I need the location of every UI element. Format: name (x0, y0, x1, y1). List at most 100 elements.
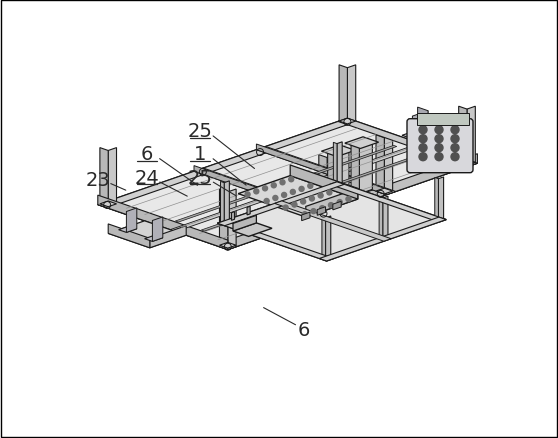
Text: 6: 6 (141, 145, 153, 164)
Circle shape (301, 200, 306, 205)
Polygon shape (220, 182, 224, 225)
Text: 6: 6 (298, 320, 310, 339)
Polygon shape (98, 119, 357, 208)
Polygon shape (218, 221, 334, 261)
Polygon shape (433, 141, 459, 150)
Polygon shape (402, 131, 428, 140)
Circle shape (346, 197, 351, 202)
Polygon shape (376, 135, 384, 194)
Circle shape (435, 127, 443, 134)
Polygon shape (170, 144, 425, 232)
Circle shape (245, 192, 250, 198)
Polygon shape (98, 196, 228, 250)
Polygon shape (201, 155, 423, 232)
Circle shape (435, 145, 443, 152)
Polygon shape (247, 207, 250, 215)
Circle shape (280, 180, 285, 185)
Polygon shape (98, 202, 237, 250)
Polygon shape (328, 152, 336, 202)
Text: 24: 24 (134, 168, 159, 187)
Text: 25: 25 (187, 168, 212, 187)
Polygon shape (435, 178, 439, 221)
Polygon shape (330, 182, 446, 223)
Polygon shape (319, 218, 446, 261)
Polygon shape (145, 236, 163, 242)
Polygon shape (383, 197, 388, 240)
Circle shape (451, 153, 459, 161)
Polygon shape (319, 155, 327, 214)
Polygon shape (233, 216, 256, 231)
Polygon shape (459, 160, 475, 166)
Polygon shape (194, 166, 324, 217)
Polygon shape (100, 148, 108, 207)
Polygon shape (218, 161, 478, 250)
Polygon shape (108, 224, 150, 248)
Circle shape (273, 196, 278, 201)
Polygon shape (290, 166, 358, 200)
Circle shape (262, 187, 267, 191)
Polygon shape (327, 155, 335, 214)
Polygon shape (152, 217, 163, 242)
Polygon shape (467, 107, 475, 166)
Polygon shape (256, 147, 396, 195)
Polygon shape (384, 135, 393, 194)
Polygon shape (337, 142, 342, 186)
Circle shape (290, 190, 295, 195)
Polygon shape (100, 201, 117, 207)
Circle shape (288, 177, 294, 182)
Polygon shape (228, 154, 478, 250)
Polygon shape (233, 223, 272, 237)
Text: 23: 23 (85, 171, 110, 190)
Polygon shape (345, 138, 378, 149)
Polygon shape (319, 208, 335, 214)
Polygon shape (449, 119, 459, 145)
Polygon shape (238, 176, 358, 218)
Circle shape (292, 203, 297, 208)
Circle shape (264, 199, 269, 204)
Circle shape (337, 200, 342, 205)
Polygon shape (339, 66, 348, 125)
Circle shape (308, 184, 313, 189)
Circle shape (435, 135, 443, 143)
Polygon shape (338, 119, 478, 167)
Polygon shape (318, 207, 325, 216)
Circle shape (318, 194, 323, 198)
Circle shape (435, 153, 443, 161)
Polygon shape (224, 181, 229, 225)
Circle shape (302, 212, 307, 217)
Polygon shape (444, 122, 459, 150)
Polygon shape (175, 146, 397, 223)
Polygon shape (256, 145, 386, 195)
Circle shape (282, 193, 287, 198)
Circle shape (271, 184, 276, 188)
Text: 25: 25 (187, 122, 212, 141)
Polygon shape (322, 217, 325, 260)
Polygon shape (351, 144, 359, 194)
Polygon shape (417, 108, 428, 134)
Polygon shape (321, 145, 355, 157)
Polygon shape (119, 226, 137, 233)
Polygon shape (108, 148, 117, 207)
Polygon shape (359, 142, 372, 194)
Polygon shape (219, 243, 236, 248)
Polygon shape (306, 189, 358, 218)
Polygon shape (108, 221, 186, 248)
Polygon shape (302, 212, 310, 221)
Circle shape (451, 135, 459, 143)
Circle shape (309, 197, 314, 201)
Polygon shape (275, 201, 391, 242)
Polygon shape (98, 119, 478, 250)
Circle shape (419, 153, 427, 161)
Polygon shape (218, 182, 446, 261)
Circle shape (299, 187, 304, 192)
Polygon shape (218, 182, 344, 226)
Polygon shape (339, 119, 355, 125)
Polygon shape (459, 107, 467, 166)
Polygon shape (194, 169, 333, 217)
Circle shape (283, 205, 288, 211)
Polygon shape (412, 111, 428, 140)
Circle shape (419, 127, 427, 134)
Polygon shape (228, 190, 236, 248)
Circle shape (327, 191, 332, 195)
Polygon shape (333, 143, 337, 186)
